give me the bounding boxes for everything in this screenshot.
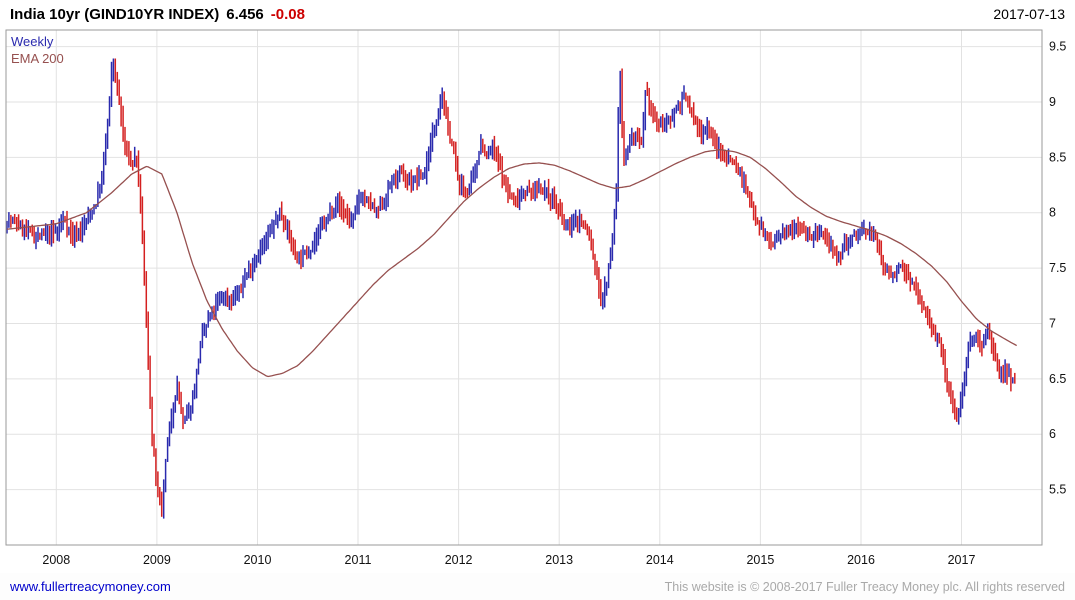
- svg-text:6.5: 6.5: [1049, 372, 1066, 386]
- timeframe-label: Weekly: [11, 34, 54, 49]
- svg-text:9: 9: [1049, 95, 1056, 109]
- title-group: India 10yr (GIND10YR INDEX) 6.456 -0.08: [10, 6, 305, 23]
- chart-plot-area[interactable]: 9.5 9 8.5 8 7.5 7 6.5 6 5.5 2008 2009 2010 2011 2012 2…: [0, 28, 1075, 573]
- last-price: 6.456: [226, 5, 264, 23]
- svg-text:5.5: 5.5: [1049, 483, 1066, 497]
- site-link[interactable]: www.fullertreacymoney.com: [10, 579, 171, 594]
- price-chart-svg: 9.5 9 8.5 8 7.5 7 6.5 6 5.5 2008 2009 2010 2011 2012 2…: [5, 29, 1066, 567]
- svg-text:2015: 2015: [746, 553, 774, 567]
- chart-legend: Weekly EMA 200: [11, 33, 64, 67]
- svg-text:7: 7: [1049, 317, 1056, 331]
- svg-text:9.5: 9.5: [1049, 40, 1066, 54]
- svg-text:2014: 2014: [646, 553, 674, 567]
- svg-text:2008: 2008: [42, 553, 70, 567]
- chart-date: 2017-07-13: [993, 6, 1065, 22]
- svg-text:8: 8: [1049, 206, 1056, 220]
- svg-text:6: 6: [1049, 427, 1056, 441]
- svg-text:2010: 2010: [244, 553, 272, 567]
- price-change: -0.08: [270, 5, 305, 23]
- svg-text:2009: 2009: [143, 553, 171, 567]
- chart-header: India 10yr (GIND10YR INDEX) 6.456 -0.08 …: [0, 0, 1075, 28]
- svg-text:2011: 2011: [345, 553, 372, 567]
- chart-footer: www.fullertreacymoney.com This website i…: [0, 573, 1075, 600]
- svg-text:2012: 2012: [445, 553, 473, 567]
- svg-text:2016: 2016: [847, 553, 875, 567]
- svg-text:8.5: 8.5: [1049, 150, 1066, 164]
- ema-label: EMA 200: [11, 51, 64, 66]
- svg-text:2017: 2017: [948, 553, 976, 567]
- copyright-text: This website is © 2008-2017 Fuller Treac…: [664, 579, 1065, 594]
- instrument-title: India 10yr (GIND10YR INDEX): [10, 5, 220, 23]
- svg-text:2013: 2013: [545, 553, 573, 567]
- svg-text:7.5: 7.5: [1049, 261, 1066, 275]
